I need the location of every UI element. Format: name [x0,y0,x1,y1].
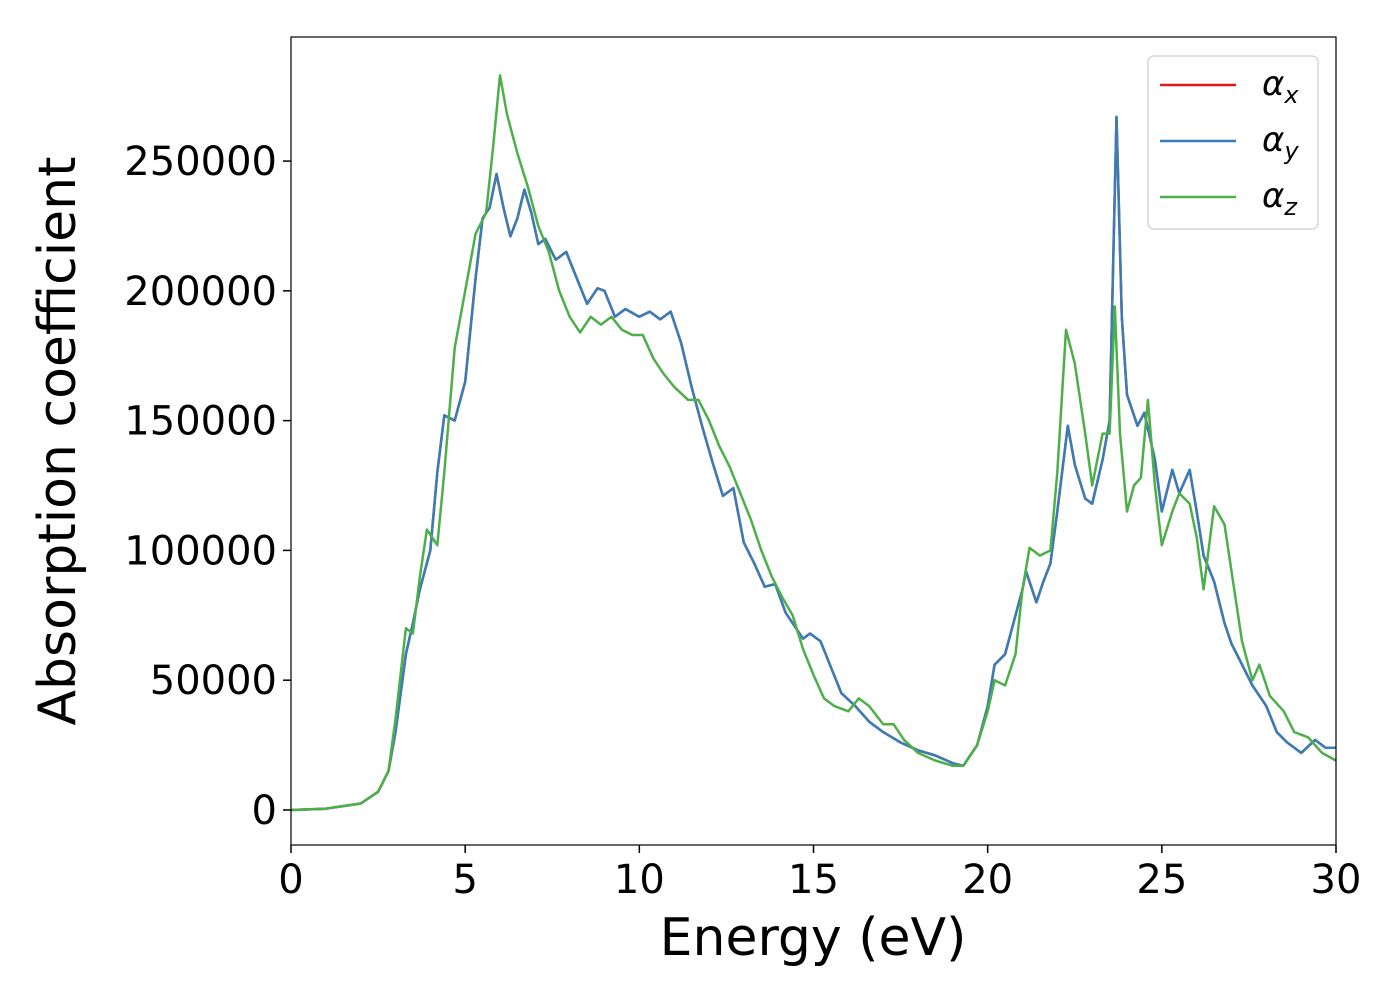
x-tick-label: 25 [1136,857,1187,903]
y-tick-label: 250000 [124,139,277,185]
x-tick-label: 20 [962,857,1013,903]
x-tick-label: 0 [278,857,303,903]
legend-box [1147,55,1319,230]
x-tick-label: 10 [614,857,665,903]
y-tick-label: 150000 [124,399,277,445]
y-tick-label: 0 [252,788,277,834]
x-tick-label: 15 [788,857,839,903]
x-tick-label: 5 [452,857,477,903]
plot-frame [290,36,1337,846]
x-tick-label: 30 [1311,857,1362,903]
series-line [291,74,1336,812]
x-axis-label: Energy (eV) [660,908,967,968]
y-tick-label: 100000 [124,528,277,574]
y-tick-label: 200000 [124,269,277,315]
y-axis-label: Absorption coefficient [28,156,88,725]
y-tick-label: 50000 [150,658,277,704]
series-line [291,115,1336,812]
